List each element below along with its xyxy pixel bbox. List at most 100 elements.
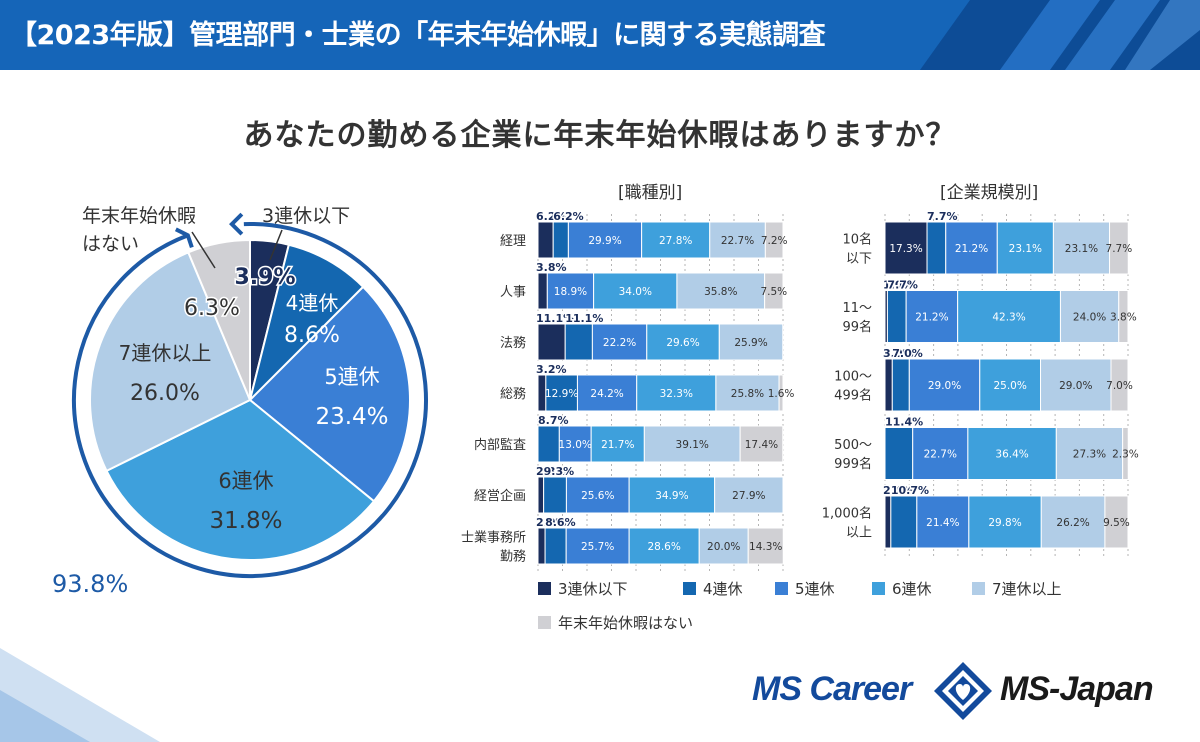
occupation-bar-segment	[537, 527, 546, 565]
company-size-bar-segment	[1110, 358, 1129, 412]
occupation-value-label: 3.8%	[536, 261, 567, 274]
legend-swatch-3	[872, 582, 885, 595]
occupation-value-label: 21.7%	[601, 439, 634, 451]
occupation-value-label: 24.2%	[590, 388, 623, 400]
occupation-category-label: 経理	[500, 234, 526, 249]
occupation-value-label: 13.0%	[559, 439, 592, 451]
occupation-value-label: 27.8%	[659, 235, 692, 247]
company-size-bar-segment	[884, 495, 892, 549]
company-size-bar-segment	[891, 358, 910, 412]
occupation-value-label: 34.0%	[619, 286, 652, 298]
company-size-value-label: 7.0%	[892, 347, 923, 360]
occupation-bar-segment	[593, 272, 678, 310]
company-size-chart-title: [企業規模別]	[940, 183, 1039, 203]
occupation-bar-chart: 経理 6.2%6.2% 29.9% 27.8% 22.7% 7.2% 人事 3.8% 18.9%…	[461, 209, 794, 572]
pie-chart: 4連休 8.6% 5連休 23.4% 6連休 31.8% 7連休以上 26.0% 3.9% 6.3…	[52, 205, 428, 598]
occupation-bar-segment	[764, 221, 784, 259]
company-size-category-label: 100～	[834, 370, 872, 385]
occupation-bar-segment	[643, 425, 741, 463]
occupation-value-label: 2.3%	[536, 465, 567, 478]
occupation-bar-segment	[537, 272, 548, 310]
occupation-bar-segment	[564, 323, 593, 361]
occupation-bar-segment	[567, 221, 643, 259]
occupation-value-label: 7.5%	[760, 286, 787, 298]
company-size-bar-segment	[1122, 427, 1129, 480]
occupation-category-label: 勤務	[500, 550, 526, 565]
pie-value-5: 6.3%	[184, 296, 240, 321]
company-size-value-label: 11.4%	[885, 416, 923, 429]
occupation-value-label: 32.3%	[660, 388, 693, 400]
occupation-value-label: 11.1%	[536, 312, 574, 325]
coverage-arc-arrow-start	[229, 212, 244, 236]
occupation-chart-title: [職種別]	[618, 183, 683, 203]
occupation-value-label: 27.9%	[732, 490, 765, 502]
company-size-value-label: 7.7%	[887, 279, 918, 292]
occupation-bar-segment	[537, 425, 560, 463]
occupation-value-label: 29.9%	[588, 235, 621, 247]
company-size-value-label: 24.0%	[1073, 312, 1106, 324]
legend-swatch-0	[538, 582, 551, 595]
company-size-category-label: 500～	[834, 438, 872, 453]
company-size-value-label: 1.0%	[883, 279, 914, 292]
pie-value-2: 23.4%	[315, 404, 388, 430]
occupation-category-label: 人事	[500, 285, 526, 300]
msjapan-logo: MS-Japan	[1000, 670, 1154, 708]
occupation-value-label: 6.2%	[553, 210, 584, 223]
company-size-bar-segment	[1109, 221, 1129, 275]
company-size-bar-segment	[1055, 427, 1124, 480]
occupation-bar-segment	[778, 374, 784, 412]
pie-label-1: 4連休	[286, 291, 339, 315]
occupation-bar-segment	[747, 527, 784, 565]
company-size-value-label: 36.4%	[995, 449, 1028, 461]
company-size-value-label: 29.0%	[928, 380, 961, 392]
legend-label-4: 7連休以上	[992, 580, 1062, 598]
occupation-bar-segment	[709, 221, 766, 259]
pie-annotation: 93.8%	[52, 570, 128, 598]
occupation-bar-segment	[576, 374, 638, 412]
occupation-value-label: 2.9%	[536, 516, 567, 529]
company-size-category-label: 10名	[842, 232, 872, 248]
company-size-value-label: 26.2%	[1056, 517, 1089, 529]
occupation-bar-segment	[764, 272, 784, 310]
company-size-value-label: 22.7%	[924, 449, 957, 461]
company-size-value-label: 42.3%	[992, 312, 1025, 324]
company-size-bar-segment	[1104, 495, 1129, 549]
company-size-value-label: 7.7%	[927, 210, 958, 223]
occupation-value-label: 17.4%	[745, 439, 778, 451]
occupation-bar-segment	[641, 221, 711, 259]
occupation-category-label: 法務	[500, 336, 526, 351]
pie-value-0: 3.9%	[234, 265, 295, 290]
pie-label-5-line-1: はない	[82, 233, 139, 255]
company-size-value-label: 17.3%	[889, 243, 922, 255]
occupation-bar-segment	[565, 527, 630, 565]
company-size-category-label: 1,000名	[822, 506, 872, 522]
occupation-bar-segment	[558, 425, 592, 463]
company-size-bar-segment	[957, 290, 1061, 343]
occupation-value-label: 8.7%	[538, 414, 569, 427]
company-size-bar-segment	[916, 495, 970, 549]
company-size-value-label: 25.0%	[993, 380, 1026, 392]
pie-slice-5	[186, 238, 251, 401]
occupation-bar-segment	[537, 323, 566, 361]
pie-value-4: 26.0%	[130, 381, 200, 406]
company-size-bar-segment	[979, 358, 1042, 412]
company-size-bar-segment	[1040, 358, 1112, 412]
occupation-bar-segment	[591, 323, 648, 361]
company-size-value-label: 21.2%	[915, 312, 948, 324]
pie-slice-2	[248, 285, 411, 503]
occupation-bar-segment	[698, 527, 749, 565]
occupation-value-label: 3.2%	[536, 363, 567, 376]
company-size-bar-segment	[926, 221, 947, 275]
legend-swatch-5	[538, 616, 551, 629]
occupation-bar-segment	[714, 476, 784, 514]
company-size-bar-segment	[884, 427, 914, 480]
pie-callout-line-0	[269, 229, 283, 261]
occupation-value-label: 6.2%	[536, 210, 567, 223]
header-stripes	[920, 0, 1200, 70]
legend-label-3: 6連休	[892, 580, 932, 598]
pie-slice-3	[105, 398, 376, 561]
pie-label-2: 5連休	[324, 365, 379, 389]
company-size-bar-segment	[912, 427, 969, 480]
occupation-category-label: 内部監査	[474, 437, 526, 453]
